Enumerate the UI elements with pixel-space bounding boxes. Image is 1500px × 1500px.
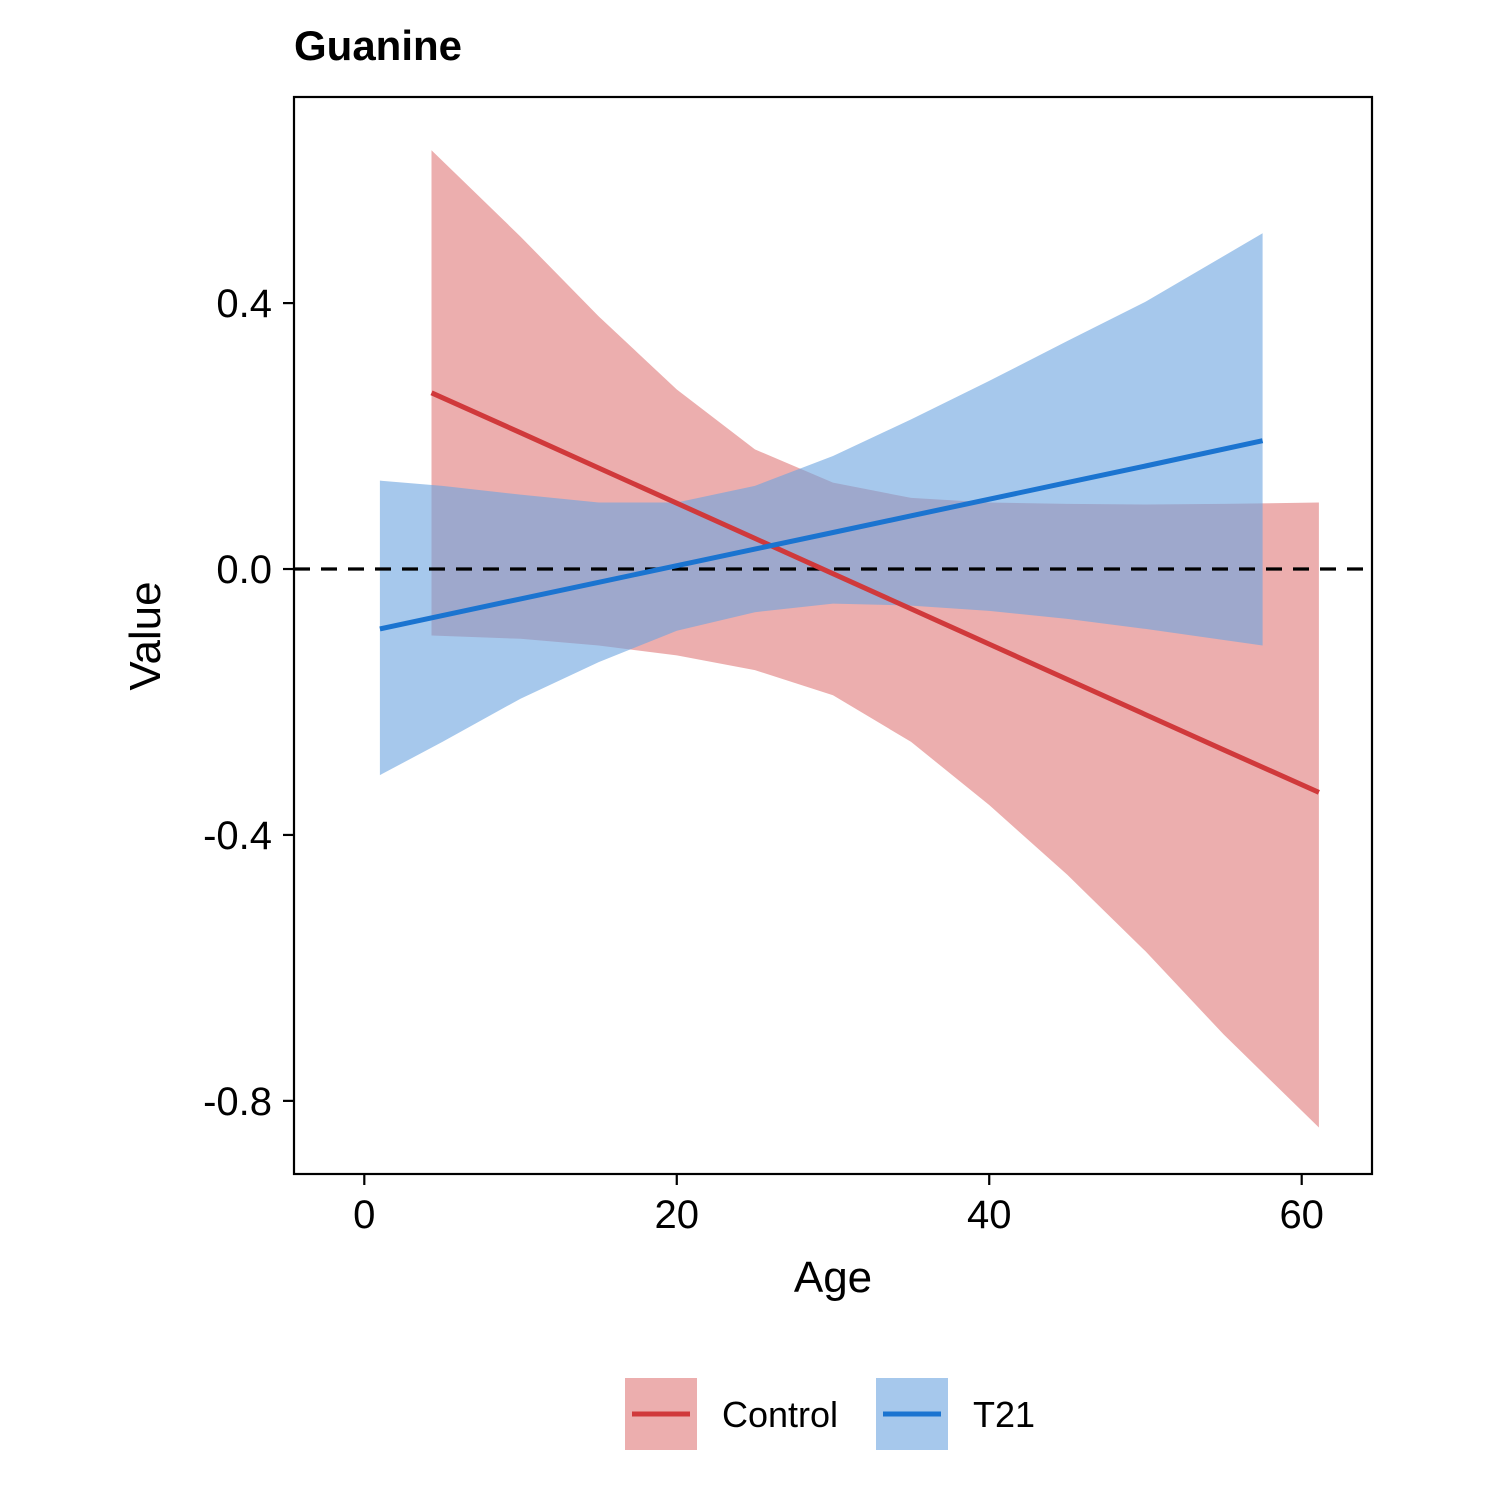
series-lines <box>379 390 1320 795</box>
y-axis: 0.4 0.0 -0.4 -0.8 <box>203 282 294 1124</box>
y-axis-label: Value <box>121 581 170 690</box>
x-tick-label: 20 <box>655 1193 700 1237</box>
line-control <box>430 390 1320 795</box>
legend-label: Control <box>722 1394 838 1435</box>
legend-label: T21 <box>973 1394 1035 1435</box>
x-tick-label: 60 <box>1279 1193 1324 1237</box>
legend: Control T21 <box>625 1378 1035 1450</box>
chart-title: Guanine <box>294 22 462 69</box>
y-tick-label: -0.4 <box>203 814 272 858</box>
x-axis-label: Age <box>794 1253 872 1302</box>
panel-border <box>292 95 1374 1176</box>
y-tick-label: 0.0 <box>216 548 272 592</box>
x-tick-label: 0 <box>353 1193 375 1237</box>
band-control <box>431 150 1319 1128</box>
confidence-bands <box>379 150 1319 1128</box>
x-axis: 0 20 40 60 <box>353 1174 1324 1237</box>
line-t21 <box>379 438 1264 632</box>
legend-item-t21: T21 <box>876 1378 1035 1450</box>
legend-item-control: Control <box>625 1378 838 1450</box>
y-tick-label: -0.8 <box>203 1080 272 1124</box>
band-t21 <box>379 233 1263 776</box>
x-tick-label: 40 <box>967 1193 1012 1237</box>
y-tick-label: 0.4 <box>216 282 272 326</box>
